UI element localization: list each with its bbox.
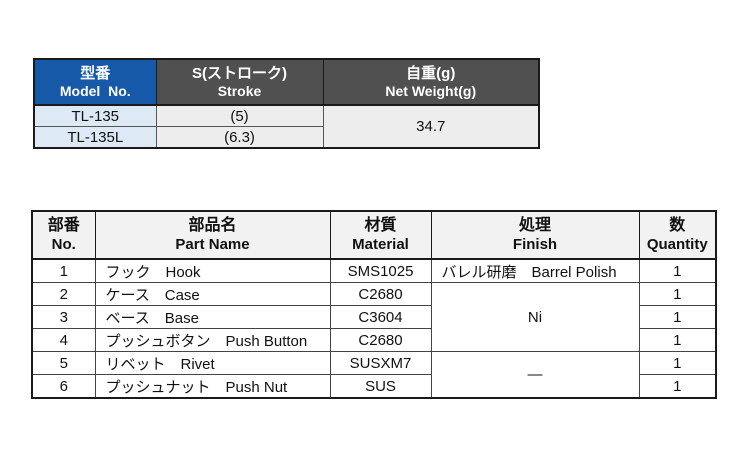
net-weight-cell: 34.7 xyxy=(322,104,540,149)
stroke-cell: (5) xyxy=(155,104,324,127)
part-no-cell: 2 xyxy=(31,282,96,306)
quantity-cell: 1 xyxy=(638,328,717,352)
part-name-cell: リベット Rivet xyxy=(94,351,331,375)
model-no-header: 型番 Model No. xyxy=(33,58,157,106)
stroke-cell: (6.3) xyxy=(155,126,324,149)
material-cell: C2680 xyxy=(329,328,432,352)
material-cell: SUS xyxy=(329,374,432,399)
net-weight-header-ja: 自重(g) xyxy=(406,64,456,82)
parts-header-part-name: 部品名 Part Name xyxy=(94,210,331,260)
part-no-cell: 3 xyxy=(31,305,96,329)
spec-row-tl135: TL-135 (5) 34.7 xyxy=(33,104,540,149)
parts-header-material-ja: 材質 xyxy=(364,216,397,234)
parts-header-finish-en: Finish xyxy=(512,236,558,254)
model-no-cell: TL-135 xyxy=(33,104,157,127)
quantity-cell: 1 xyxy=(638,374,717,399)
parts-header-finish-ja: 処理 xyxy=(518,216,551,234)
quantity-cell: 1 xyxy=(638,258,717,283)
parts-header-part-name-en: Part Name xyxy=(175,236,250,254)
part-no-cell: 5 xyxy=(31,351,96,375)
spec-header-row: 型番 Model No. S(ストローク) Stroke 自重(g) Net W… xyxy=(33,58,540,106)
table-row: 6 プッシュナット Push Nut SUS 1 xyxy=(31,374,717,399)
parts-header-material: 材質 Material xyxy=(329,210,432,260)
parts-list-table: 部番 No. 部品名 Part Name 材質 Material 処理 Fini… xyxy=(31,210,717,399)
quantity-cell: 1 xyxy=(638,305,717,329)
part-name-cell: フック Hook xyxy=(94,258,331,283)
stroke-header-en: Stroke xyxy=(217,83,262,100)
parts-header-material-en: Material xyxy=(352,236,409,254)
material-cell: SMS1025 xyxy=(329,258,432,283)
table-row: 3 ベース Base C3604 1 xyxy=(31,305,717,329)
model-spec-table: 型番 Model No. S(ストローク) Stroke 自重(g) Net W… xyxy=(33,58,540,149)
stroke-header: S(ストローク) Stroke xyxy=(155,58,324,106)
parts-header-quantity-ja: 数 xyxy=(669,216,686,234)
part-no-cell: 6 xyxy=(31,374,96,399)
net-weight-header: 自重(g) Net Weight(g) xyxy=(322,58,540,106)
table-row: 5 リベット Rivet SUSXM7 — 1 xyxy=(31,351,717,399)
model-no-header-ja: 型番 xyxy=(80,64,111,82)
parts-header-quantity-en: Quantity xyxy=(646,236,708,254)
parts-header-finish: 処理 Finish xyxy=(430,210,640,260)
quantity-cell: 1 xyxy=(638,282,717,306)
material-cell: C3604 xyxy=(329,305,432,329)
part-name-cell: プッシュボタン Push Button xyxy=(94,328,331,352)
parts-header-quantity: 数 Quantity xyxy=(638,210,717,260)
part-no-cell: 4 xyxy=(31,328,96,352)
part-name-cell: ケース Case xyxy=(94,282,331,306)
table-row: 2 ケース Case C2680 Ni 1 xyxy=(31,282,717,352)
parts-header-row: 部番 No. 部品名 Part Name 材質 Material 処理 Fini… xyxy=(31,210,717,260)
parts-header-no: 部番 No. xyxy=(31,210,96,260)
finish-cell: バレル研磨 Barrel Polish xyxy=(430,258,640,283)
model-no-cell: TL-135L xyxy=(33,126,157,149)
stroke-header-ja: S(ストローク) xyxy=(192,64,287,82)
spec-row-tl135l: TL-135L (6.3) xyxy=(33,126,539,149)
finish-cell-dash: — xyxy=(430,351,640,399)
part-name-cell: プッシュナット Push Nut xyxy=(94,374,331,399)
parts-header-part-name-ja: 部品名 xyxy=(188,216,237,234)
net-weight-header-en: Net Weight(g) xyxy=(385,83,477,100)
parts-header-no-en: No. xyxy=(51,236,76,254)
quantity-cell: 1 xyxy=(638,351,717,375)
parts-header-no-ja: 部番 xyxy=(47,216,80,234)
finish-cell-ni: Ni xyxy=(430,282,640,352)
part-no-cell: 1 xyxy=(31,258,96,283)
model-no-header-en: Model No. xyxy=(59,83,131,100)
material-cell: C2680 xyxy=(329,282,432,306)
part-name-cell: ベース Base xyxy=(94,305,331,329)
material-cell: SUSXM7 xyxy=(329,351,432,375)
table-row: 4 プッシュボタン Push Button C2680 1 xyxy=(31,328,717,352)
table-row: 1 フック Hook SMS1025 バレル研磨 Barrel Polish 1 xyxy=(31,258,717,283)
